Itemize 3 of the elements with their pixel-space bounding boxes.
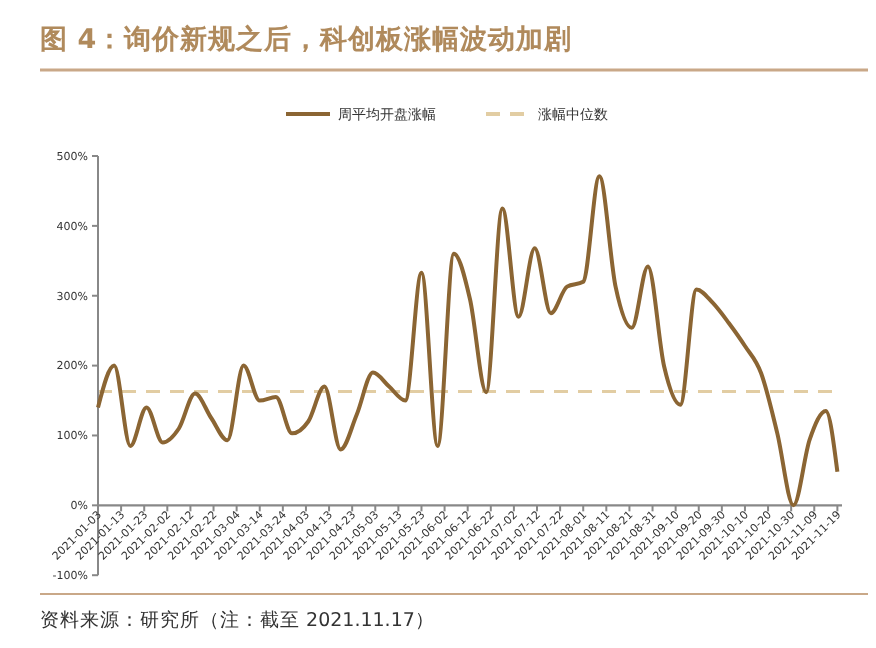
line-series	[96, 174, 840, 508]
chart-title: 图 4：询价新规之后，科创板涨幅波动加剧	[40, 22, 573, 56]
text: 资料来源：研究所（注：截至 2021.11.17）	[40, 608, 435, 632]
